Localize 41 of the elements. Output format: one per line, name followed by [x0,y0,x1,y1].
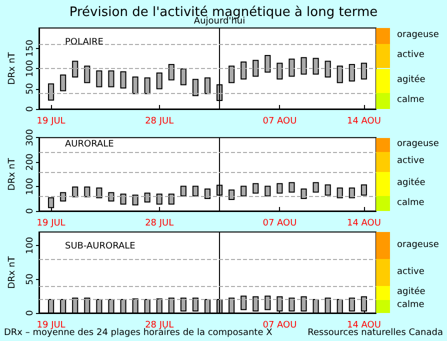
text: calme [397,300,424,312]
x-tick-label: 14 AOU [346,218,381,228]
y-tick-label: 100 [26,60,36,78]
y-tick-label: 200 [26,153,36,171]
y-axis-title: DRx nT [8,158,18,191]
text: active [397,50,424,62]
text: Ressources naturelles Canada [308,328,443,339]
y-tick-label: 0 [26,208,36,214]
chart-subtitle: AURORALE [65,140,114,150]
text: orageuse [397,30,439,42]
y-tick-label: 0 [26,310,36,316]
text: calme [397,198,424,209]
text: agitée [397,74,426,86]
y-tick-label: 100 [26,178,36,196]
x-tick-label: 19 JUL [36,116,66,126]
x-tick-label: 07 AOU [262,218,297,228]
y-tick-label: 150 [26,39,36,57]
text: agitée [397,178,426,190]
y-tick-label: 300 [26,128,36,146]
text: agitée [397,286,426,298]
text: POLAIRE [65,38,104,48]
x-tick-label: 28 JUL [145,116,174,126]
x-tick-label: 14 AOU [346,116,381,126]
y-tick-label: 50 [26,273,36,285]
text: orageuse [397,138,439,150]
text: orageuse [397,240,439,250]
x-tick-label: 19 JUL [36,218,66,228]
x-tick-label: 07 AOU [262,116,297,126]
x-tick-label: 28 JUL [145,218,174,228]
text: DRx – moyenne des 24 plages horaires de la composante X [4,328,272,339]
y-axis-title: DRx nT [8,256,18,289]
text: SUB-AURORALE [65,242,136,252]
y-tick-label: 100 [26,236,36,254]
x-tick-label: 28 JUL [145,320,174,330]
y-tick-label: 0 [26,106,36,112]
text: active [397,156,424,168]
text: calme [397,94,424,106]
y-tick-label: 50 [26,82,36,94]
x-tick-label: 19 JUL [36,320,66,330]
text: active [397,266,424,278]
y-axis-title: DRx nT [8,52,18,85]
